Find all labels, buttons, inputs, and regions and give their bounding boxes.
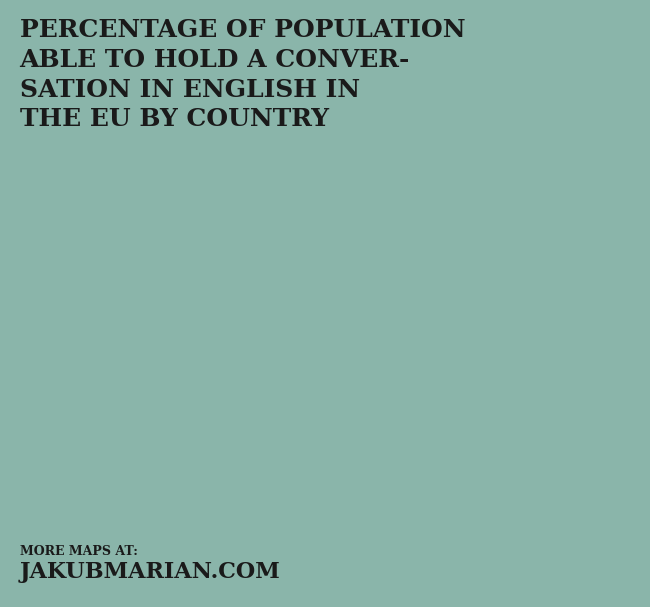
Text: JAKUBMARIAN.COM: JAKUBMARIAN.COM <box>20 561 280 583</box>
Text: PERCENTAGE OF POPULATION
ABLE TO HOLD A CONVER-
SATION IN ENGLISH IN
THE EU BY C: PERCENTAGE OF POPULATION ABLE TO HOLD A … <box>20 18 465 131</box>
Text: MORE MAPS AT:: MORE MAPS AT: <box>20 546 137 558</box>
